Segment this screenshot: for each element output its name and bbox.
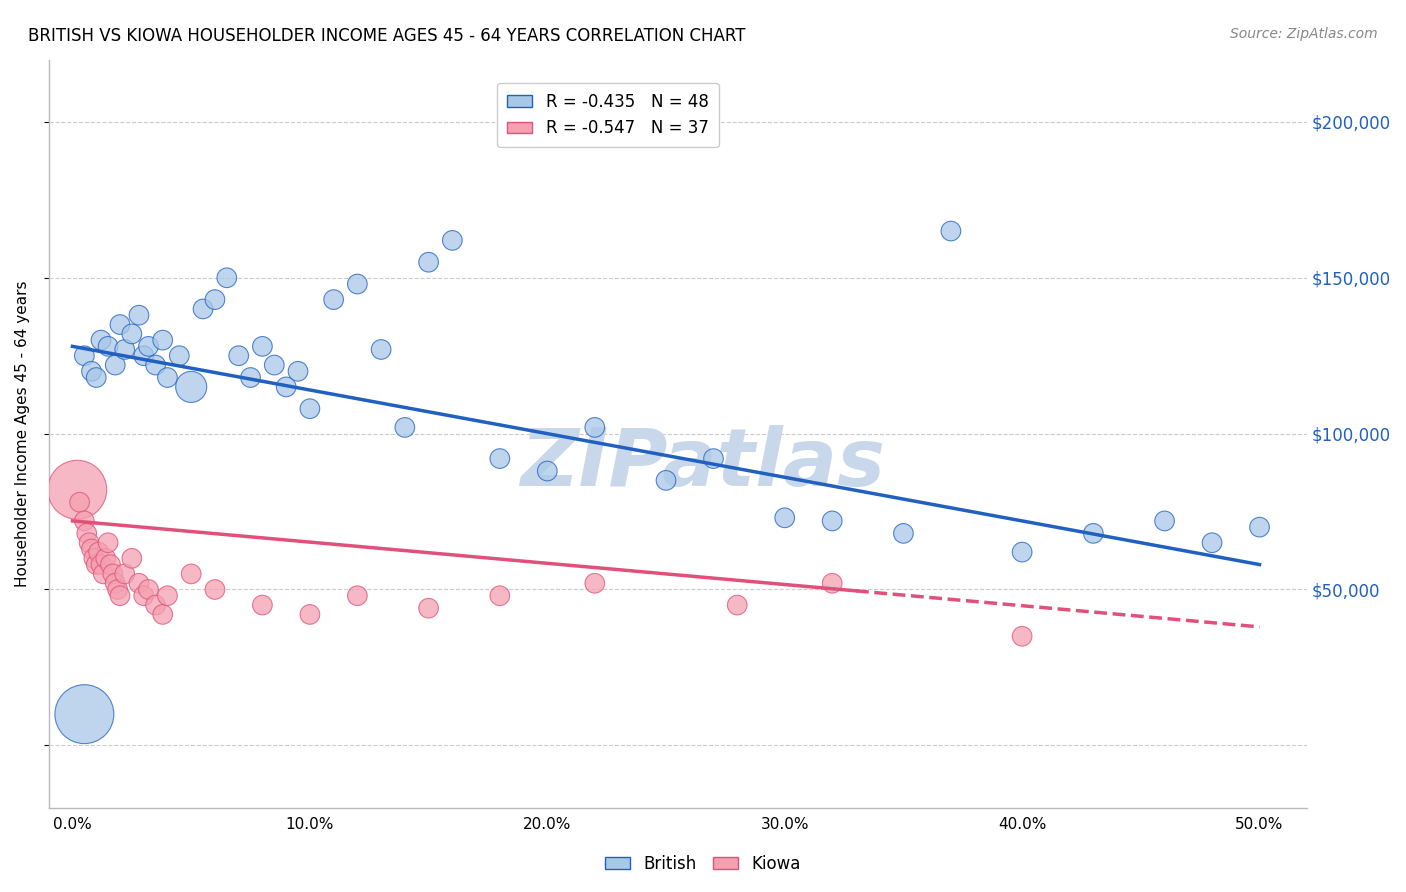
Point — [1083, 526, 1105, 541]
Point — [66, 483, 89, 497]
Point — [101, 566, 124, 581]
Point — [108, 318, 131, 332]
Point — [100, 558, 122, 572]
Point — [488, 451, 510, 466]
Point — [441, 233, 464, 247]
Point — [394, 420, 416, 434]
Point — [90, 333, 112, 347]
Point — [204, 582, 226, 597]
Point — [1153, 514, 1175, 528]
Point — [80, 541, 103, 556]
Point — [94, 551, 117, 566]
Point — [73, 349, 96, 363]
Text: BRITISH VS KIOWA HOUSEHOLDER INCOME AGES 45 - 64 YEARS CORRELATION CHART: BRITISH VS KIOWA HOUSEHOLDER INCOME AGES… — [28, 27, 745, 45]
Point — [239, 370, 262, 384]
Point — [298, 607, 321, 622]
Point — [108, 589, 131, 603]
Point — [152, 333, 174, 347]
Point — [69, 495, 91, 509]
Point — [83, 551, 105, 566]
Point — [156, 589, 179, 603]
Point — [252, 598, 274, 612]
Point — [821, 514, 844, 528]
Point — [73, 514, 96, 528]
Point — [121, 326, 143, 341]
Point — [97, 535, 120, 549]
Point — [276, 380, 298, 394]
Point — [287, 364, 309, 378]
Point — [1011, 545, 1033, 559]
Point — [180, 380, 202, 394]
Point — [128, 308, 150, 322]
Point — [76, 526, 98, 541]
Point — [156, 370, 179, 384]
Point — [138, 582, 160, 597]
Point — [114, 343, 136, 357]
Point — [80, 364, 103, 378]
Point — [77, 535, 100, 549]
Point — [215, 270, 238, 285]
Point — [346, 589, 368, 603]
Point — [84, 370, 107, 384]
Y-axis label: Householder Income Ages 45 - 64 years: Householder Income Ages 45 - 64 years — [15, 280, 30, 587]
Point — [191, 301, 214, 316]
Point — [169, 349, 191, 363]
Point — [298, 401, 321, 416]
Point — [180, 566, 202, 581]
Point — [418, 255, 440, 269]
Point — [370, 343, 392, 357]
Point — [1249, 520, 1271, 534]
Point — [583, 420, 606, 434]
Text: ZIPatlas: ZIPatlas — [520, 425, 886, 502]
Point — [821, 576, 844, 591]
Point — [132, 349, 155, 363]
Point — [138, 339, 160, 353]
Point — [104, 358, 127, 372]
Point — [893, 526, 915, 541]
Point — [252, 339, 274, 353]
Point — [90, 558, 112, 572]
Point — [346, 277, 368, 291]
Point — [93, 566, 115, 581]
Point — [536, 464, 558, 478]
Point — [132, 589, 155, 603]
Point — [228, 349, 250, 363]
Point — [655, 474, 678, 488]
Point — [145, 598, 167, 612]
Point — [87, 545, 110, 559]
Point — [1011, 629, 1033, 643]
Point — [107, 582, 129, 597]
Point — [488, 589, 510, 603]
Point — [418, 601, 440, 615]
Point — [114, 566, 136, 581]
Point — [104, 576, 127, 591]
Point — [204, 293, 226, 307]
Legend: British, Kiowa: British, Kiowa — [599, 848, 807, 880]
Point — [702, 451, 724, 466]
Point — [725, 598, 748, 612]
Point — [84, 558, 107, 572]
Point — [939, 224, 962, 238]
Point — [152, 607, 174, 622]
Point — [128, 576, 150, 591]
Point — [97, 339, 120, 353]
Text: Source: ZipAtlas.com: Source: ZipAtlas.com — [1230, 27, 1378, 41]
Point — [1201, 535, 1223, 549]
Point — [583, 576, 606, 591]
Point — [263, 358, 285, 372]
Point — [322, 293, 344, 307]
Point — [121, 551, 143, 566]
Point — [773, 510, 796, 524]
Point — [73, 707, 96, 722]
Point — [145, 358, 167, 372]
Legend: R = -0.435   N = 48, R = -0.547   N = 37: R = -0.435 N = 48, R = -0.547 N = 37 — [498, 83, 718, 147]
